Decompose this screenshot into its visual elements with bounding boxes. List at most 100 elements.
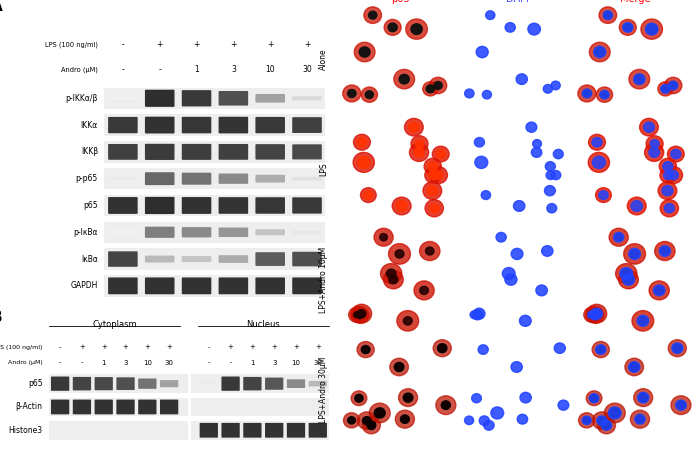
- FancyBboxPatch shape: [292, 96, 322, 101]
- Circle shape: [369, 11, 377, 19]
- Circle shape: [389, 275, 398, 284]
- Circle shape: [635, 414, 645, 424]
- Text: 10: 10: [291, 360, 300, 365]
- Text: Cytoplasm: Cytoplasm: [92, 320, 137, 329]
- Circle shape: [664, 203, 674, 213]
- Text: +: +: [304, 40, 310, 49]
- Circle shape: [400, 415, 410, 423]
- Circle shape: [379, 233, 387, 241]
- Circle shape: [671, 150, 681, 159]
- Circle shape: [348, 89, 356, 97]
- Circle shape: [645, 143, 664, 161]
- Circle shape: [426, 247, 434, 255]
- Circle shape: [484, 420, 494, 430]
- Circle shape: [354, 134, 370, 150]
- Circle shape: [426, 85, 435, 93]
- Bar: [104, 195, 326, 216]
- Text: -: -: [207, 360, 210, 365]
- Circle shape: [634, 75, 645, 84]
- FancyBboxPatch shape: [218, 144, 248, 160]
- Text: 3: 3: [272, 360, 276, 365]
- Circle shape: [624, 244, 645, 264]
- Circle shape: [424, 158, 441, 175]
- Circle shape: [482, 90, 491, 99]
- FancyBboxPatch shape: [265, 423, 284, 438]
- Circle shape: [399, 75, 409, 84]
- Circle shape: [658, 82, 673, 96]
- Circle shape: [584, 307, 600, 322]
- FancyBboxPatch shape: [182, 144, 211, 160]
- Bar: [49, 374, 329, 393]
- Circle shape: [475, 156, 488, 168]
- Bar: [49, 421, 329, 440]
- Circle shape: [659, 246, 671, 256]
- Circle shape: [590, 394, 598, 402]
- Circle shape: [394, 362, 404, 371]
- FancyBboxPatch shape: [108, 144, 138, 160]
- Circle shape: [668, 81, 678, 90]
- Text: +: +: [193, 40, 199, 49]
- Circle shape: [629, 362, 639, 371]
- Circle shape: [384, 270, 403, 289]
- Circle shape: [361, 346, 370, 354]
- Circle shape: [429, 77, 447, 94]
- Circle shape: [514, 201, 525, 211]
- FancyBboxPatch shape: [160, 400, 178, 414]
- Circle shape: [664, 171, 673, 180]
- Circle shape: [594, 46, 606, 57]
- Circle shape: [516, 74, 527, 84]
- Circle shape: [348, 417, 356, 424]
- FancyBboxPatch shape: [145, 90, 174, 107]
- FancyBboxPatch shape: [256, 94, 285, 102]
- FancyBboxPatch shape: [243, 423, 262, 438]
- FancyBboxPatch shape: [218, 255, 248, 263]
- FancyBboxPatch shape: [199, 383, 218, 385]
- Circle shape: [586, 391, 602, 405]
- Text: p65: p65: [83, 201, 98, 210]
- Text: +: +: [101, 344, 106, 350]
- Text: 10: 10: [265, 65, 275, 74]
- Text: 1: 1: [250, 360, 255, 365]
- Text: LPS+Andro 10μM: LPS+Andro 10μM: [319, 247, 328, 313]
- Circle shape: [433, 146, 449, 162]
- Circle shape: [649, 148, 659, 157]
- Circle shape: [425, 167, 442, 183]
- Circle shape: [349, 307, 365, 322]
- Text: +: +: [228, 344, 234, 350]
- FancyBboxPatch shape: [265, 378, 284, 390]
- Circle shape: [395, 410, 414, 428]
- Circle shape: [664, 203, 674, 213]
- Title: DAPI: DAPI: [506, 0, 529, 4]
- Circle shape: [658, 182, 677, 199]
- FancyBboxPatch shape: [292, 277, 322, 294]
- Text: -: -: [59, 360, 62, 365]
- Circle shape: [601, 420, 612, 430]
- FancyBboxPatch shape: [116, 400, 134, 414]
- Circle shape: [589, 134, 606, 150]
- Circle shape: [361, 87, 377, 102]
- Circle shape: [659, 158, 676, 175]
- FancyBboxPatch shape: [94, 377, 113, 390]
- Circle shape: [428, 162, 438, 171]
- Circle shape: [638, 392, 649, 403]
- FancyBboxPatch shape: [145, 172, 174, 185]
- Circle shape: [598, 191, 608, 199]
- FancyBboxPatch shape: [182, 227, 211, 238]
- FancyBboxPatch shape: [108, 197, 138, 214]
- FancyBboxPatch shape: [256, 197, 285, 214]
- Text: +: +: [267, 40, 274, 49]
- Circle shape: [609, 228, 628, 246]
- Circle shape: [505, 22, 515, 32]
- FancyBboxPatch shape: [292, 117, 322, 133]
- Text: GAPDH: GAPDH: [71, 282, 98, 291]
- Circle shape: [602, 421, 611, 430]
- Circle shape: [406, 19, 428, 39]
- FancyBboxPatch shape: [145, 277, 174, 294]
- Text: -: -: [122, 65, 125, 74]
- Circle shape: [671, 150, 681, 159]
- Circle shape: [472, 394, 482, 403]
- Circle shape: [592, 137, 602, 147]
- Circle shape: [623, 22, 633, 32]
- Bar: [104, 168, 326, 189]
- FancyBboxPatch shape: [292, 230, 322, 234]
